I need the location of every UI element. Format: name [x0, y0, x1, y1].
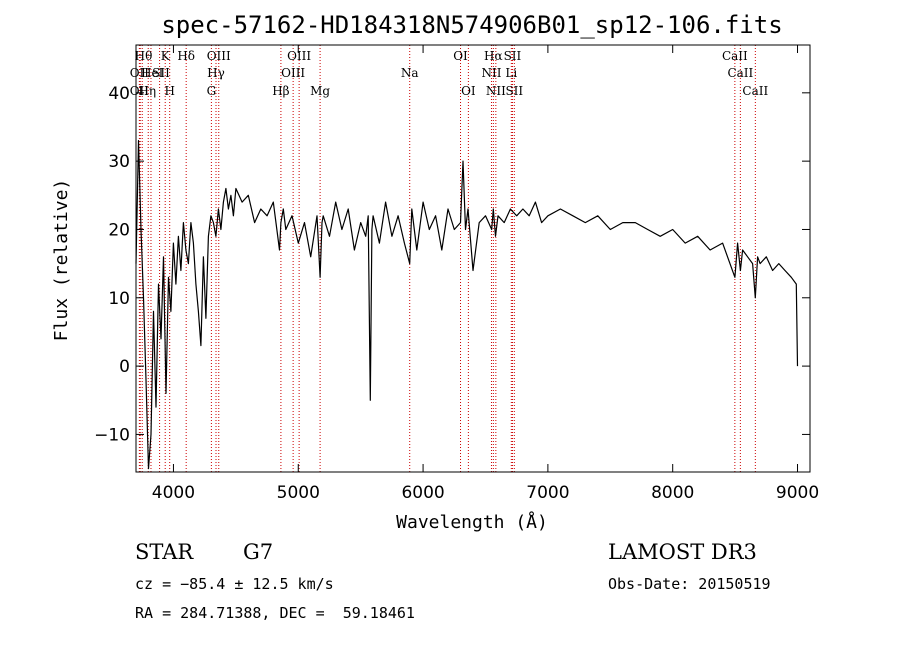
line-label: NII	[486, 84, 506, 98]
x-tick-label: 8000	[651, 483, 694, 503]
survey-name: LAMOST DR3	[608, 540, 757, 564]
line-label: SII	[505, 84, 523, 98]
line-label: CaII	[742, 84, 768, 98]
line-label: Hα	[484, 49, 503, 63]
line-label: NII	[481, 66, 501, 80]
line-label: CaII	[722, 49, 748, 63]
coordinates: RA = 284.71388, DEC = 59.18461	[135, 604, 415, 622]
x-tick-label: 6000	[401, 483, 444, 503]
line-label: OIII	[281, 66, 305, 80]
y-tick-label: 30	[108, 152, 130, 172]
redshift-cz: cz = −85.4 ± 12.5 km/s	[135, 575, 334, 593]
line-label: CaII	[727, 66, 753, 80]
line-label: SII	[504, 49, 522, 63]
x-axis-ticks: 4000 5000 6000 7000 8000 9000	[152, 45, 819, 503]
line-label: OI	[453, 49, 468, 63]
spectrum-line	[135, 140, 799, 470]
y-tick-label: 20	[108, 220, 130, 240]
line-label: HeI	[141, 66, 164, 80]
line-label: Hη	[138, 84, 156, 98]
x-axis-label: Wavelength (Å)	[396, 511, 548, 533]
line-label: Mg	[310, 84, 330, 98]
line-label: G	[207, 84, 217, 98]
y-tick-label: 10	[108, 289, 130, 309]
object-class: STAR	[135, 540, 194, 564]
observation-date: Obs-Date: 20150519	[608, 575, 771, 593]
line-label: OII	[130, 66, 150, 80]
line-label: Hθ	[135, 49, 153, 63]
line-label: Na	[401, 66, 419, 80]
line-label: K	[161, 49, 171, 63]
line-label: Li	[505, 66, 517, 80]
object-subclass: G7	[243, 540, 274, 564]
y-tick-label: −10	[94, 425, 130, 445]
y-tick-label: 40	[108, 84, 130, 104]
plot-frame	[135, 44, 811, 473]
y-axis-label: Flux (relative)	[51, 179, 72, 342]
x-tick-label: 5000	[277, 483, 320, 503]
line-label: OIII	[287, 49, 311, 63]
x-tick-label: 7000	[526, 483, 569, 503]
y-axis-ticks: −10 0 10 20 30 40	[94, 84, 810, 445]
line-label: Hβ	[272, 84, 289, 98]
line-label: SII	[152, 66, 170, 80]
spectrum-series	[135, 140, 799, 470]
line-label: OI	[461, 84, 476, 98]
x-tick-label: 9000	[776, 483, 819, 503]
x-tick-label: 4000	[152, 483, 195, 503]
y-tick-label: 0	[119, 357, 130, 377]
line-label: OIII	[207, 49, 231, 63]
chart-title: spec-57162-HD184318N574906B01_sp12-106.f…	[161, 11, 782, 39]
reference-lines	[138, 45, 756, 472]
line-label: Hγ	[207, 66, 225, 80]
line-label: OII	[130, 84, 150, 98]
line-label: Hδ	[177, 49, 195, 63]
line-label: H	[164, 84, 174, 98]
